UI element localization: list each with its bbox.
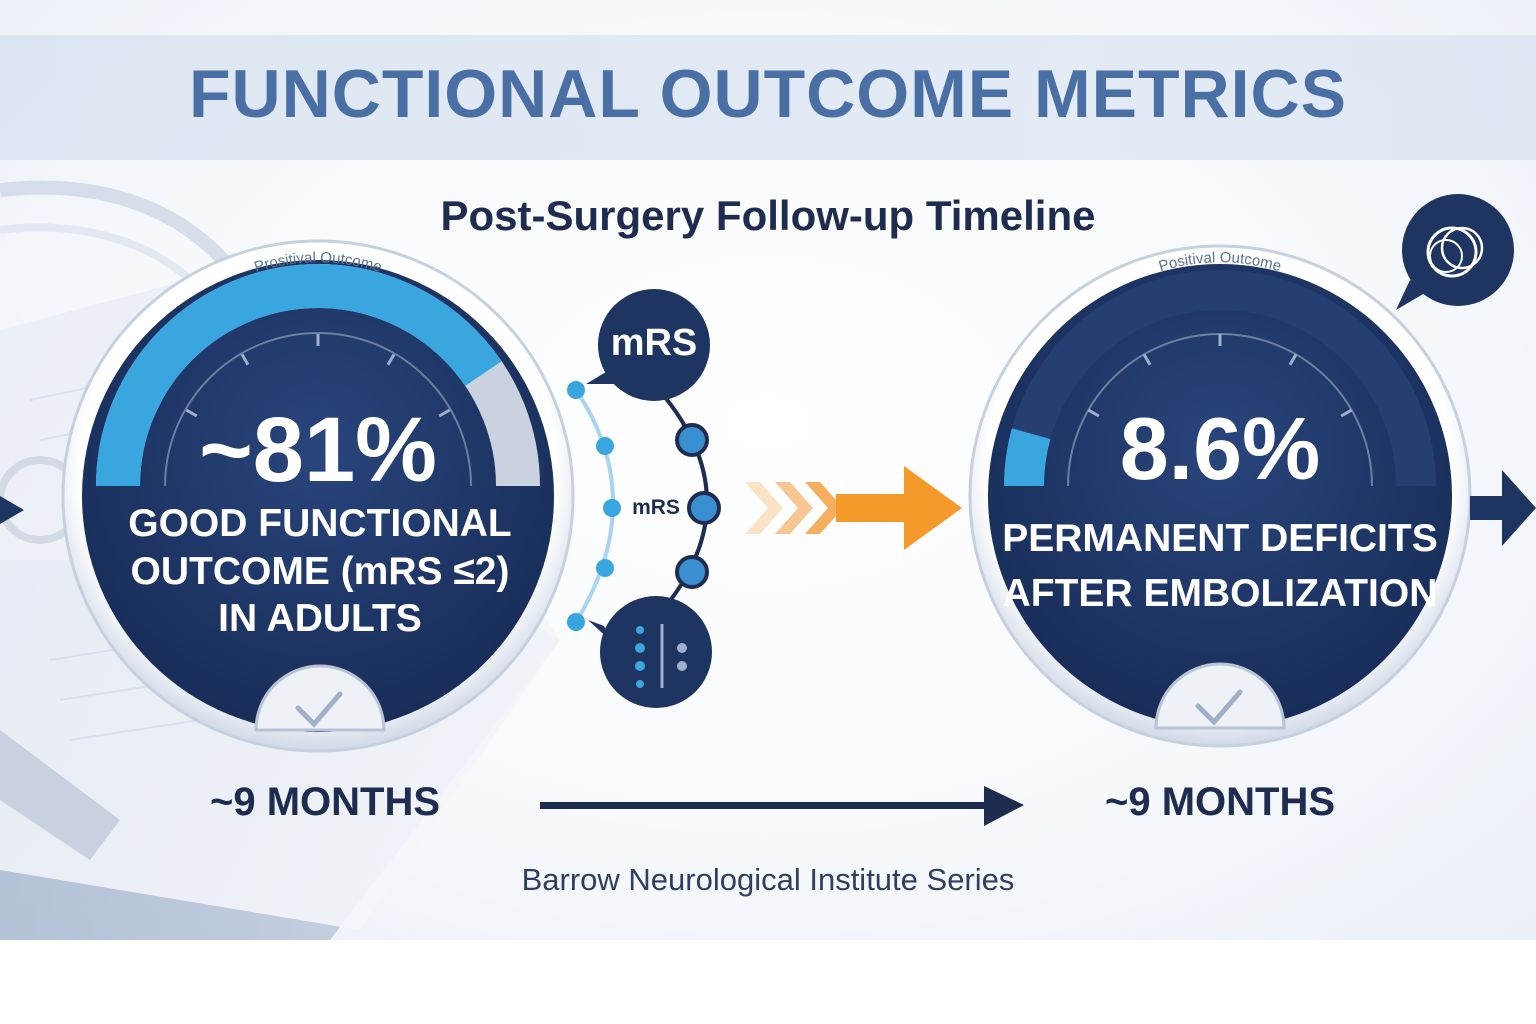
left-caption-line3: IN ADULTS xyxy=(218,597,422,641)
page-title: FUNCTIONAL OUTCOME METRICS xyxy=(188,56,1348,132)
chevron-icon xyxy=(745,482,843,534)
right-caption-line2: AFTER EMBOLIZATION xyxy=(1002,571,1438,615)
arrow-left-icon xyxy=(0,496,24,524)
infographic-canvas: FUNCTIONAL OUTCOME METRICS Post-Surgery … xyxy=(0,0,1536,940)
gauge-tick xyxy=(1142,353,1152,366)
gauge-tick xyxy=(1340,408,1353,418)
left-caption-line1: GOOD FUNCTIONAL xyxy=(128,502,512,545)
right-timeframe: ~9 MONTHS xyxy=(1104,780,1336,824)
gauges-and-timeline: Prositival Outcome Positival Outcome xyxy=(0,194,1536,826)
bottom-margin xyxy=(0,940,1536,1024)
mrs-bubble-label: mRS xyxy=(610,322,698,364)
title-banner xyxy=(0,35,1536,160)
page-subtitle: Post-Surgery Follow-up Timeline xyxy=(440,192,1096,239)
mrs-bubble xyxy=(598,289,710,401)
gauge-tick xyxy=(240,353,250,366)
left-timeframe: ~9 MONTHS xyxy=(209,780,441,824)
left-gauge xyxy=(61,239,575,753)
mrs-middle-label: mRS xyxy=(632,496,680,519)
right-gauge-value: 8.6% xyxy=(1119,399,1321,498)
timeline-arrow xyxy=(540,786,1024,826)
mrs-scale-graphic xyxy=(567,289,721,708)
right-caption-line1: PERMANENT DEFICITS xyxy=(1002,517,1438,560)
gauge-tick xyxy=(185,408,198,418)
rings-icon xyxy=(1396,194,1514,310)
checkmark-icon xyxy=(295,691,343,728)
right-gauge xyxy=(968,244,1472,748)
gauge-tick xyxy=(438,408,451,418)
source-credit: Barrow Neurological Institute Series xyxy=(521,862,1015,897)
gauge-tick xyxy=(386,353,396,366)
clock-icon xyxy=(1154,662,1286,730)
gauge-tick xyxy=(1288,353,1298,366)
right-gauge-caption: PERMANENT DEFICITS AFTER EMBOLIZATION xyxy=(1000,512,1440,621)
clock-icon xyxy=(254,664,386,732)
gauge-tick xyxy=(1087,408,1100,418)
left-gauge-caption: GOOD FUNCTIONAL OUTCOME (mRS ≤2) IN ADUL… xyxy=(120,500,520,643)
left-gauge-value: ~81% xyxy=(199,399,437,501)
arrow-right-icon xyxy=(1470,470,1536,546)
checkmark-icon xyxy=(1195,689,1243,726)
scale-bubble xyxy=(600,596,712,708)
left-caption-line2: OUTCOME (mRS ≤2) xyxy=(130,549,510,593)
clipboard-clip xyxy=(0,730,120,860)
arrow-right-icon xyxy=(836,466,962,550)
